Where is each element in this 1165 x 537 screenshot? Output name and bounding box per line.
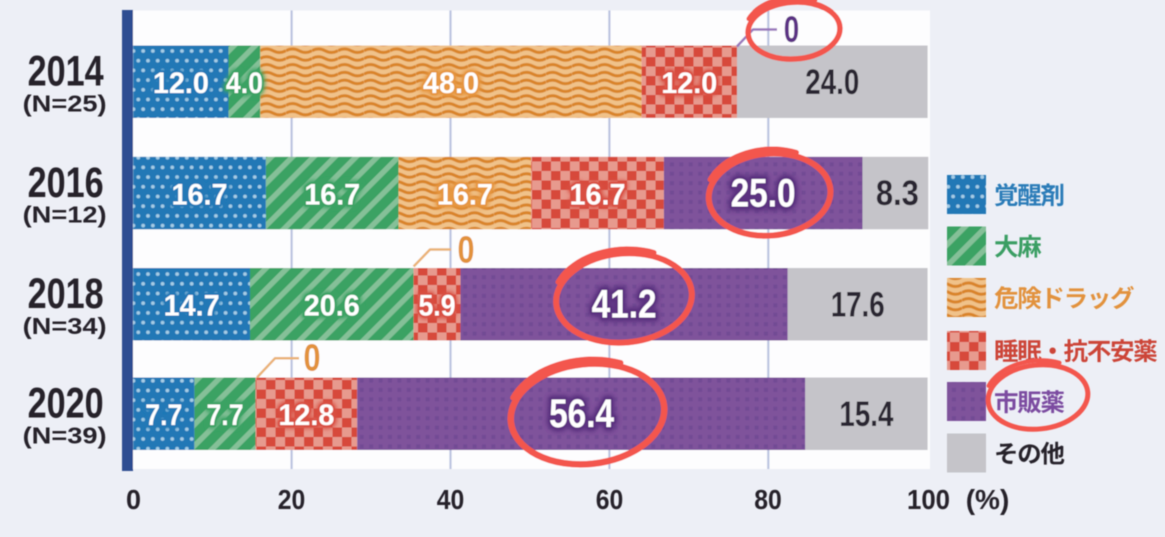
- svg-text:5.9: 5.9: [419, 290, 456, 323]
- svg-text:2020: 2020: [28, 380, 104, 428]
- svg-text:20: 20: [278, 484, 306, 515]
- svg-text:(N=34): (N=34): [23, 313, 107, 339]
- svg-text:16.7: 16.7: [304, 178, 360, 211]
- svg-text:48.0: 48.0: [423, 67, 479, 100]
- svg-text:2016: 2016: [28, 159, 104, 207]
- svg-text:2014: 2014: [28, 48, 104, 96]
- svg-text:48.0: 48.0: [423, 67, 479, 100]
- svg-text:5.9: 5.9: [419, 290, 456, 323]
- svg-text:12.8: 12.8: [278, 399, 334, 432]
- svg-text:4.0: 4.0: [226, 67, 263, 100]
- svg-text:25.0: 25.0: [731, 172, 796, 216]
- svg-text:2018: 2018: [28, 270, 104, 318]
- svg-text:41.2: 41.2: [592, 283, 657, 327]
- svg-text:20.6: 20.6: [304, 290, 360, 323]
- svg-text:5.9: 5.9: [419, 290, 456, 323]
- svg-text:7.7: 7.7: [207, 399, 244, 432]
- svg-text:7.7: 7.7: [145, 399, 182, 432]
- svg-text:4.0: 4.0: [226, 67, 263, 100]
- svg-text:12.0: 12.0: [153, 67, 209, 100]
- svg-text:8.3: 8.3: [876, 173, 919, 213]
- svg-text:14.7: 14.7: [164, 290, 220, 323]
- svg-text:14.7: 14.7: [164, 290, 220, 323]
- svg-text:16.7: 16.7: [437, 178, 493, 211]
- svg-text:48.0: 48.0: [423, 67, 479, 100]
- svg-text:16.7: 16.7: [570, 178, 626, 211]
- svg-text:16.7: 16.7: [570, 178, 626, 211]
- svg-text:7.7: 7.7: [145, 399, 182, 432]
- svg-text:(N=39): (N=39): [23, 422, 107, 448]
- svg-text:16.7: 16.7: [304, 178, 360, 211]
- svg-text:7.7: 7.7: [145, 399, 182, 432]
- svg-text:40: 40: [437, 484, 465, 515]
- svg-text:56.4: 56.4: [549, 392, 615, 436]
- svg-text:24.0: 24.0: [805, 62, 859, 102]
- svg-text:7.7: 7.7: [207, 399, 244, 432]
- svg-text:14.7: 14.7: [164, 290, 220, 323]
- svg-text:12.0: 12.0: [661, 67, 717, 100]
- svg-text:60: 60: [596, 484, 624, 515]
- svg-text:16.7: 16.7: [437, 178, 493, 211]
- svg-text:20.6: 20.6: [304, 290, 360, 323]
- svg-text:12.0: 12.0: [153, 67, 209, 100]
- svg-text:41.2: 41.2: [592, 283, 657, 327]
- svg-text:20.6: 20.6: [304, 290, 360, 323]
- svg-text:12.8: 12.8: [278, 399, 334, 432]
- svg-text:12.0: 12.0: [153, 67, 209, 100]
- svg-text:0: 0: [304, 337, 321, 379]
- svg-text:16.7: 16.7: [172, 178, 228, 211]
- svg-text:7.7: 7.7: [207, 399, 244, 432]
- svg-text:100: 100: [907, 484, 950, 515]
- svg-text:16.7: 16.7: [304, 178, 360, 211]
- svg-text:16.7: 16.7: [570, 178, 626, 211]
- svg-text:16.7: 16.7: [172, 178, 228, 211]
- svg-text:41.2: 41.2: [592, 283, 657, 327]
- svg-text:80: 80: [754, 484, 782, 515]
- svg-text:0: 0: [126, 484, 141, 515]
- svg-text:4.0: 4.0: [226, 67, 263, 100]
- svg-text:25.0: 25.0: [731, 172, 796, 216]
- svg-text:15.4: 15.4: [839, 394, 893, 434]
- svg-text:12.8: 12.8: [278, 399, 334, 432]
- svg-text:(N=25): (N=25): [23, 90, 107, 116]
- svg-text:16.7: 16.7: [437, 178, 493, 211]
- svg-text:25.0: 25.0: [731, 172, 796, 216]
- svg-text:56.4: 56.4: [549, 392, 615, 436]
- svg-text:(%): (%): [966, 484, 1010, 515]
- svg-text:(N=12): (N=12): [23, 202, 107, 228]
- svg-text:17.6: 17.6: [831, 284, 885, 324]
- svg-text:12.0: 12.0: [661, 67, 717, 100]
- svg-text:12.0: 12.0: [661, 67, 717, 100]
- svg-text:0: 0: [784, 9, 800, 50]
- svg-text:56.4: 56.4: [549, 392, 615, 436]
- svg-text:0: 0: [458, 230, 475, 272]
- svg-text:16.7: 16.7: [172, 178, 228, 211]
